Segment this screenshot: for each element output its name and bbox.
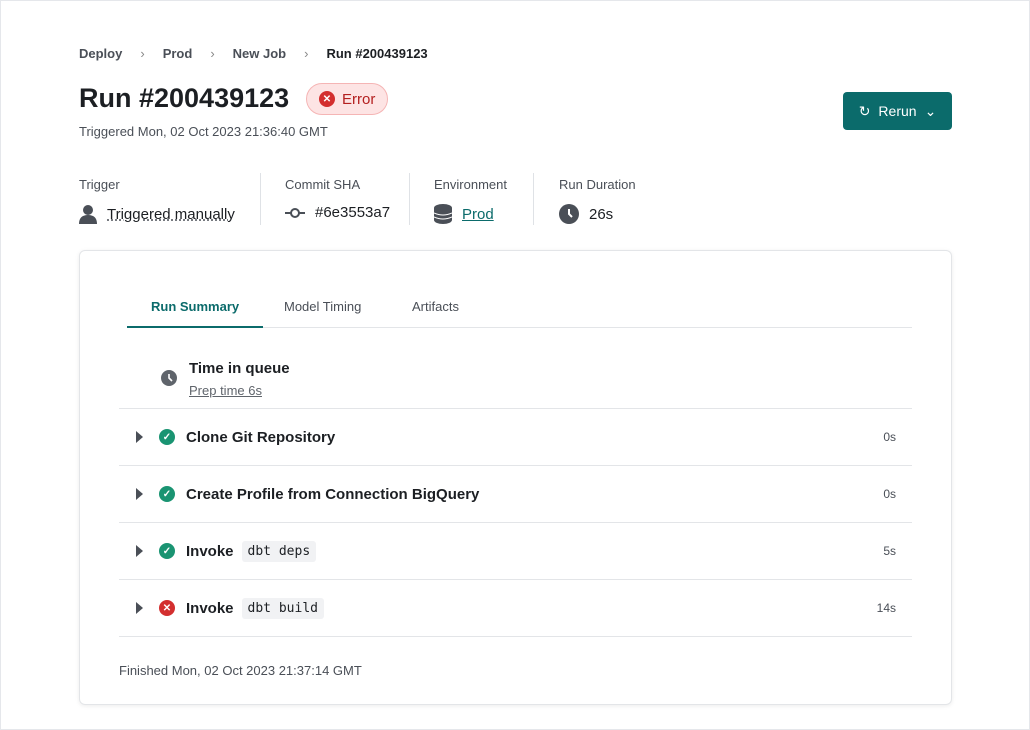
queue-title: Time in queue <box>189 360 290 377</box>
trigger-text: Triggered manually <box>107 205 235 223</box>
status-badge: ✕ Error <box>306 83 389 115</box>
chevron-right-icon: › <box>304 46 309 61</box>
duration-label: Run Duration <box>559 177 636 192</box>
step-row[interactable]: ✓ Create Profile from Connection BigQuery… <box>119 466 912 523</box>
environment-link[interactable]: Prod <box>462 205 494 223</box>
refresh-icon: ↻ <box>858 102 871 119</box>
duration-value: 26s <box>559 204 613 224</box>
commit-value: #6e3553a7 <box>285 204 390 221</box>
environment-label: Environment <box>434 177 507 192</box>
breadcrumb-deploy[interactable]: Deploy <box>79 46 123 61</box>
step-duration: 0s <box>883 430 896 444</box>
commit-sha: #6e3553a7 <box>315 204 391 221</box>
run-card <box>79 250 952 705</box>
finished-time: Finished Mon, 02 Oct 2023 21:37:14 GMT <box>119 663 362 678</box>
tab-artifacts[interactable]: Artifacts <box>412 299 459 314</box>
commit-icon <box>285 207 305 218</box>
divider <box>533 173 534 225</box>
check-circle-icon: ✓ <box>159 543 175 559</box>
user-icon <box>79 205 97 224</box>
expand-icon[interactable] <box>136 431 143 443</box>
rerun-label: Rerun <box>878 103 917 119</box>
check-circle-icon: ✓ <box>159 486 175 502</box>
status-text: Error <box>342 90 376 108</box>
expand-icon[interactable] <box>136 488 143 500</box>
chevron-right-icon: › <box>210 46 215 61</box>
prep-time-link[interactable]: Prep time 6s <box>189 383 262 398</box>
step-row[interactable]: ✓ Clone Git Repository 0s <box>119 409 912 466</box>
step-label: Clone Git Repository <box>186 428 336 446</box>
clock-icon <box>559 204 579 224</box>
breadcrumb-job[interactable]: New Job <box>232 46 287 61</box>
rerun-button[interactable]: ↻ Rerun ⌄ <box>843 92 952 130</box>
environment-value: Prod <box>434 204 494 224</box>
tab-model-timing[interactable]: Model Timing <box>284 299 362 314</box>
commit-label: Commit SHA <box>285 177 361 192</box>
database-icon <box>434 204 452 224</box>
expand-icon[interactable] <box>136 602 143 614</box>
tab-run-summary[interactable]: Run Summary <box>127 299 264 328</box>
trigger-value: Triggered manually <box>79 204 235 224</box>
step-row[interactable]: ✓ Invoke dbt deps 5s <box>119 523 912 580</box>
step-duration: 14s <box>876 601 896 615</box>
step-duration: 0s <box>883 487 896 501</box>
tab-bar: Run Summary Model Timing Artifacts <box>127 289 912 328</box>
divider <box>409 173 410 225</box>
trigger-label: Trigger <box>79 177 120 192</box>
step-label: Create Profile from Connection BigQuery <box>186 485 480 503</box>
queue-row: Time in queue Prep time 6s <box>119 346 912 409</box>
chevron-right-icon: › <box>140 46 145 61</box>
breadcrumb-run: Run #200439123 <box>326 46 428 61</box>
clock-icon <box>161 370 177 386</box>
breadcrumb-prod[interactable]: Prod <box>162 46 193 61</box>
breadcrumb: Deploy › Prod › New Job › Run #200439123 <box>79 46 446 61</box>
step-duration: 5s <box>883 544 896 558</box>
error-icon: ✕ <box>319 91 335 107</box>
chevron-down-icon: ⌄ <box>924 102 937 119</box>
triggered-time: Triggered Mon, 02 Oct 2023 21:36:40 GMT <box>79 124 328 139</box>
expand-icon[interactable] <box>136 545 143 557</box>
step-command: dbt deps <box>241 540 317 562</box>
page-title: Run #200439123 <box>79 83 290 113</box>
step-label: Invoke <box>186 542 234 560</box>
step-row[interactable]: ✕ Invoke dbt build 14s <box>119 580 912 637</box>
divider <box>260 173 261 225</box>
check-circle-icon: ✓ <box>159 429 175 445</box>
error-icon: ✕ <box>159 600 175 616</box>
step-label: Invoke <box>186 599 234 617</box>
step-command: dbt build <box>241 597 324 619</box>
duration-text: 26s <box>589 205 614 223</box>
